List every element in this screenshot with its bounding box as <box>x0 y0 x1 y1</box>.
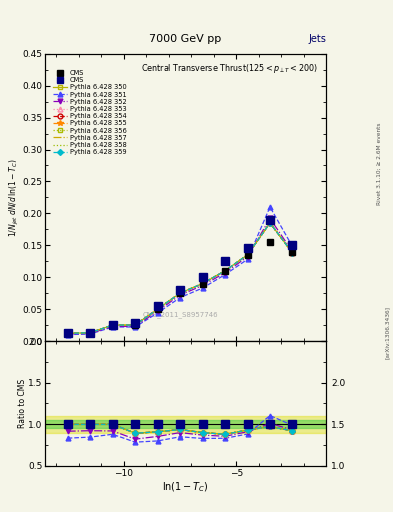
Bar <box>45 416 326 433</box>
X-axis label: $\ln(1-T_C)$: $\ln(1-T_C)$ <box>162 480 209 494</box>
Y-axis label: Ratio to CMS: Ratio to CMS <box>18 379 27 428</box>
Text: Jets: Jets <box>309 33 326 44</box>
Bar <box>45 420 326 429</box>
Y-axis label: $1/N_{jet}\;dN/d\,\ln(1-T_C)$: $1/N_{jet}\;dN/d\,\ln(1-T_C)$ <box>8 158 21 237</box>
Text: Central Transverse Thrust$(125 < p_{\perp T} < 200)$: Central Transverse Thrust$(125 < p_{\per… <box>141 62 318 75</box>
Text: [arXiv:1306.3436]: [arXiv:1306.3436] <box>385 306 389 359</box>
Text: Rivet 3.1.10; ≥ 2.6M events: Rivet 3.1.10; ≥ 2.6M events <box>377 122 382 205</box>
Legend: CMS, CMS, Pythia 6.428 350, Pythia 6.428 351, Pythia 6.428 352, Pythia 6.428 353: CMS, CMS, Pythia 6.428 350, Pythia 6.428… <box>51 69 128 157</box>
Text: 7000 GeV pp: 7000 GeV pp <box>149 33 221 44</box>
Text: CMS_2011_S8957746: CMS_2011_S8957746 <box>142 311 218 318</box>
